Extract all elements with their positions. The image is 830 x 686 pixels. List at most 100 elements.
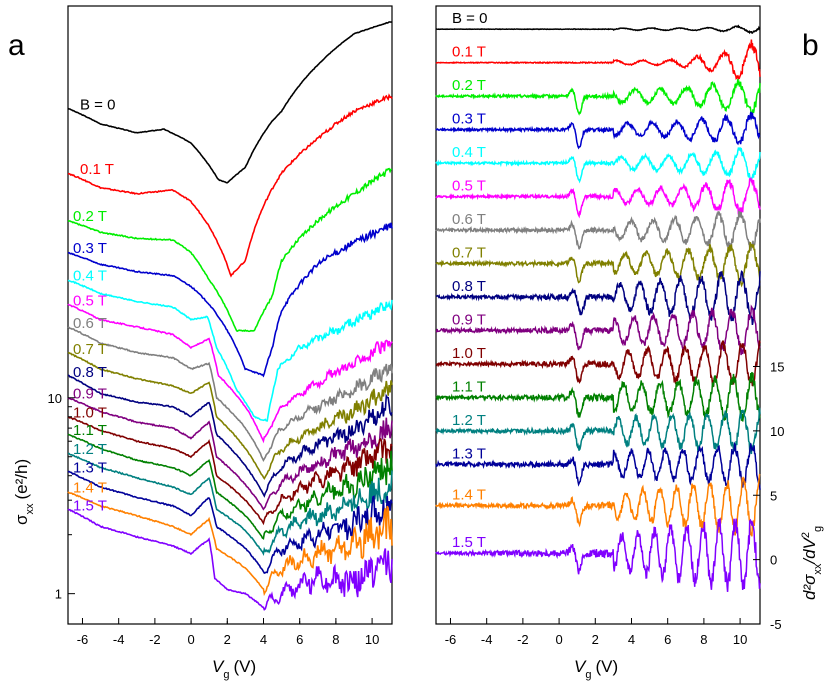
panel-a-series-line: [67, 452, 393, 556]
panel-b-legend-label: 0.3 T: [452, 111, 486, 128]
panel-a-series-line: [67, 416, 393, 526]
panel-b-series-line: [435, 177, 761, 219]
panel-a-legend-label: B = 0: [80, 97, 115, 114]
panel-b-legend-label: 1.0 T: [452, 345, 486, 362]
panel-b-series-line: [435, 473, 761, 537]
panel-b-legend-labels: B = 0 0.1 T 0.2 T 0.3 T 0.4 T 0.5 T 0.6 T 0.7 T…: [452, 10, 487, 551]
panel-b-series-line: [435, 339, 761, 387]
panel-a-x-tick-label: 0: [187, 632, 194, 647]
panel-b-legend-label: 1.3 T: [452, 445, 486, 462]
panel-b-legend-label: B = 0: [452, 10, 487, 27]
panel-b-y-tick-label: 5: [770, 488, 777, 503]
panel-a-series-line: [67, 470, 393, 574]
panel-b-legend-label: 0.7 T: [452, 245, 486, 262]
panel-a-legend-label: 0.8 T: [73, 364, 107, 381]
panel-b-series-line: [435, 441, 761, 490]
panel-a-series-line: [67, 397, 393, 511]
panel-b-y-tick-label: 0: [770, 553, 777, 568]
panel-a-series-line: [67, 326, 393, 462]
panel-a-series-line: [67, 93, 393, 278]
panel-b-series-group: [435, 24, 761, 592]
panel-a-series-group: [67, 21, 393, 611]
panel-a-legend-label: 0.4 T: [73, 268, 107, 285]
panel-a-legend-label: 0.5 T: [73, 292, 107, 309]
panel-a-series-line: [67, 508, 393, 611]
panel-b-x-axis-label: Vg (V): [574, 657, 618, 681]
panel-a-legend-label: 0.6 T: [73, 315, 107, 332]
panel-b-x-tick-label: 2: [592, 632, 599, 647]
panel-a-y-tick-label: 10: [48, 391, 62, 406]
panel-b-series-line: [435, 24, 761, 35]
panel-a-series-line: [67, 351, 393, 481]
panel-b-chart: B = 0 0.1 T 0.2 T 0.3 T 0.4 T 0.5 T 0.6 T 0.7 T…: [435, 5, 824, 681]
panel-b-series-line: [435, 407, 761, 455]
panel-b-legend-label: 1.4 T: [452, 487, 486, 504]
panel-a-x-axis-label: Vg (V): [212, 657, 256, 681]
panel-b-series-line: [435, 78, 761, 116]
panel-a-series-line: [67, 374, 393, 498]
panel-b-series-line: [435, 111, 761, 150]
panel-b-x-tick-label: 10: [733, 632, 747, 647]
panel-a-axis-ticks: -6 -4 -2 0 2 4 6 8 10 1 10: [48, 391, 380, 647]
panel-b-series-line: [435, 270, 761, 326]
panel-b-x-tick-label: 6: [664, 632, 671, 647]
panel-a-legend-label: 1.4 T: [73, 480, 107, 497]
panel-a-label: a: [8, 29, 25, 62]
panel-b-legend-label: 0.2 T: [452, 77, 486, 94]
panel-b-x-tick-label: -4: [481, 632, 493, 647]
panel-a-legend-label: 1.3 T: [73, 460, 107, 477]
panel-a-legend-label: 1.0 T: [73, 404, 107, 421]
panel-a-plot-area: [67, 5, 393, 625]
panel-a-x-tick-label: -2: [149, 632, 161, 647]
panel-a-legend-label: 1.1 T: [73, 422, 107, 439]
panel-b-y-tick-label: -5: [770, 617, 782, 632]
panel-a-x-tick-label: 2: [224, 632, 231, 647]
panel-b-x-tick-label: -2: [517, 632, 529, 647]
panel-a-series-line: [67, 222, 393, 378]
panel-a-series-line: [67, 433, 393, 540]
panel-a-legend-label: 0.7 T: [73, 341, 107, 358]
panel-b-legend-label: 0.1 T: [452, 44, 486, 61]
panel-a-series-line: [67, 303, 393, 444]
panel-a-series-line: [67, 21, 393, 184]
panel-a-x-tick-label: 8: [332, 632, 339, 647]
panel-a-x-tick-label: 6: [296, 632, 303, 647]
panel-b-series-line: [435, 304, 761, 356]
panel-b-legend-label: 1.2 T: [452, 412, 486, 429]
panel-b-legend-label: 0.9 T: [452, 311, 486, 328]
panel-b-y-tick-label: 15: [770, 360, 784, 375]
panel-a-legend-label: 0.2 T: [73, 208, 107, 225]
panel-a-legend-labels: B = 0 0.1 T 0.2 T 0.3 T 0.4 T 0.5 T 0.6 T 0.7 T…: [73, 97, 115, 515]
panel-a-legend-label: 0.3 T: [73, 240, 107, 257]
panel-a-series-line: [67, 279, 393, 422]
panel-a-x-tick-label: 10: [365, 632, 379, 647]
panel-b-y-tick-label: 10: [770, 424, 784, 439]
panel-b-y-axis-label: d²σxx/dV2g: [800, 526, 824, 600]
panel-a-x-tick-label: -4: [113, 632, 125, 647]
panel-a-legend-label: 0.1 T: [80, 161, 114, 178]
panel-b-series-line: [435, 518, 761, 592]
panel-a-legend-label: 1.2 T: [73, 441, 107, 458]
panel-a-series-line: [67, 491, 393, 597]
panel-b-legend-label: 0.4 T: [452, 144, 486, 161]
panel-a-y-tick-label: 1: [55, 587, 62, 602]
panel-b-legend-label: 1.5 T: [452, 534, 486, 551]
panel-b-series-line: [435, 39, 761, 80]
panel-b-series-line: [435, 147, 761, 184]
panel-b-series-line: [435, 242, 761, 288]
panel-b-plot-area: [435, 5, 761, 625]
panel-b-x-tick-label: 4: [628, 632, 635, 647]
panel-a-legend-label: 0.9 T: [73, 385, 107, 402]
panel-a-y-axis-label: σxx(e²/h): [12, 459, 36, 525]
panel-b-x-tick-label: -6: [445, 632, 457, 647]
panel-a-series-line: [67, 167, 393, 333]
panel-b-legend-label: 0.5 T: [452, 178, 486, 195]
panel-a-legend-label: 1.5 T: [73, 498, 107, 515]
panel-b-label: b: [802, 29, 819, 62]
panel-b-series-line: [435, 210, 761, 251]
panel-b-legend-label: 0.8 T: [452, 278, 486, 295]
panel-b-x-tick-label: 0: [555, 632, 562, 647]
panel-b-legend-label: 1.1 T: [452, 378, 486, 395]
panel-a-x-tick-label: 4: [260, 632, 267, 647]
